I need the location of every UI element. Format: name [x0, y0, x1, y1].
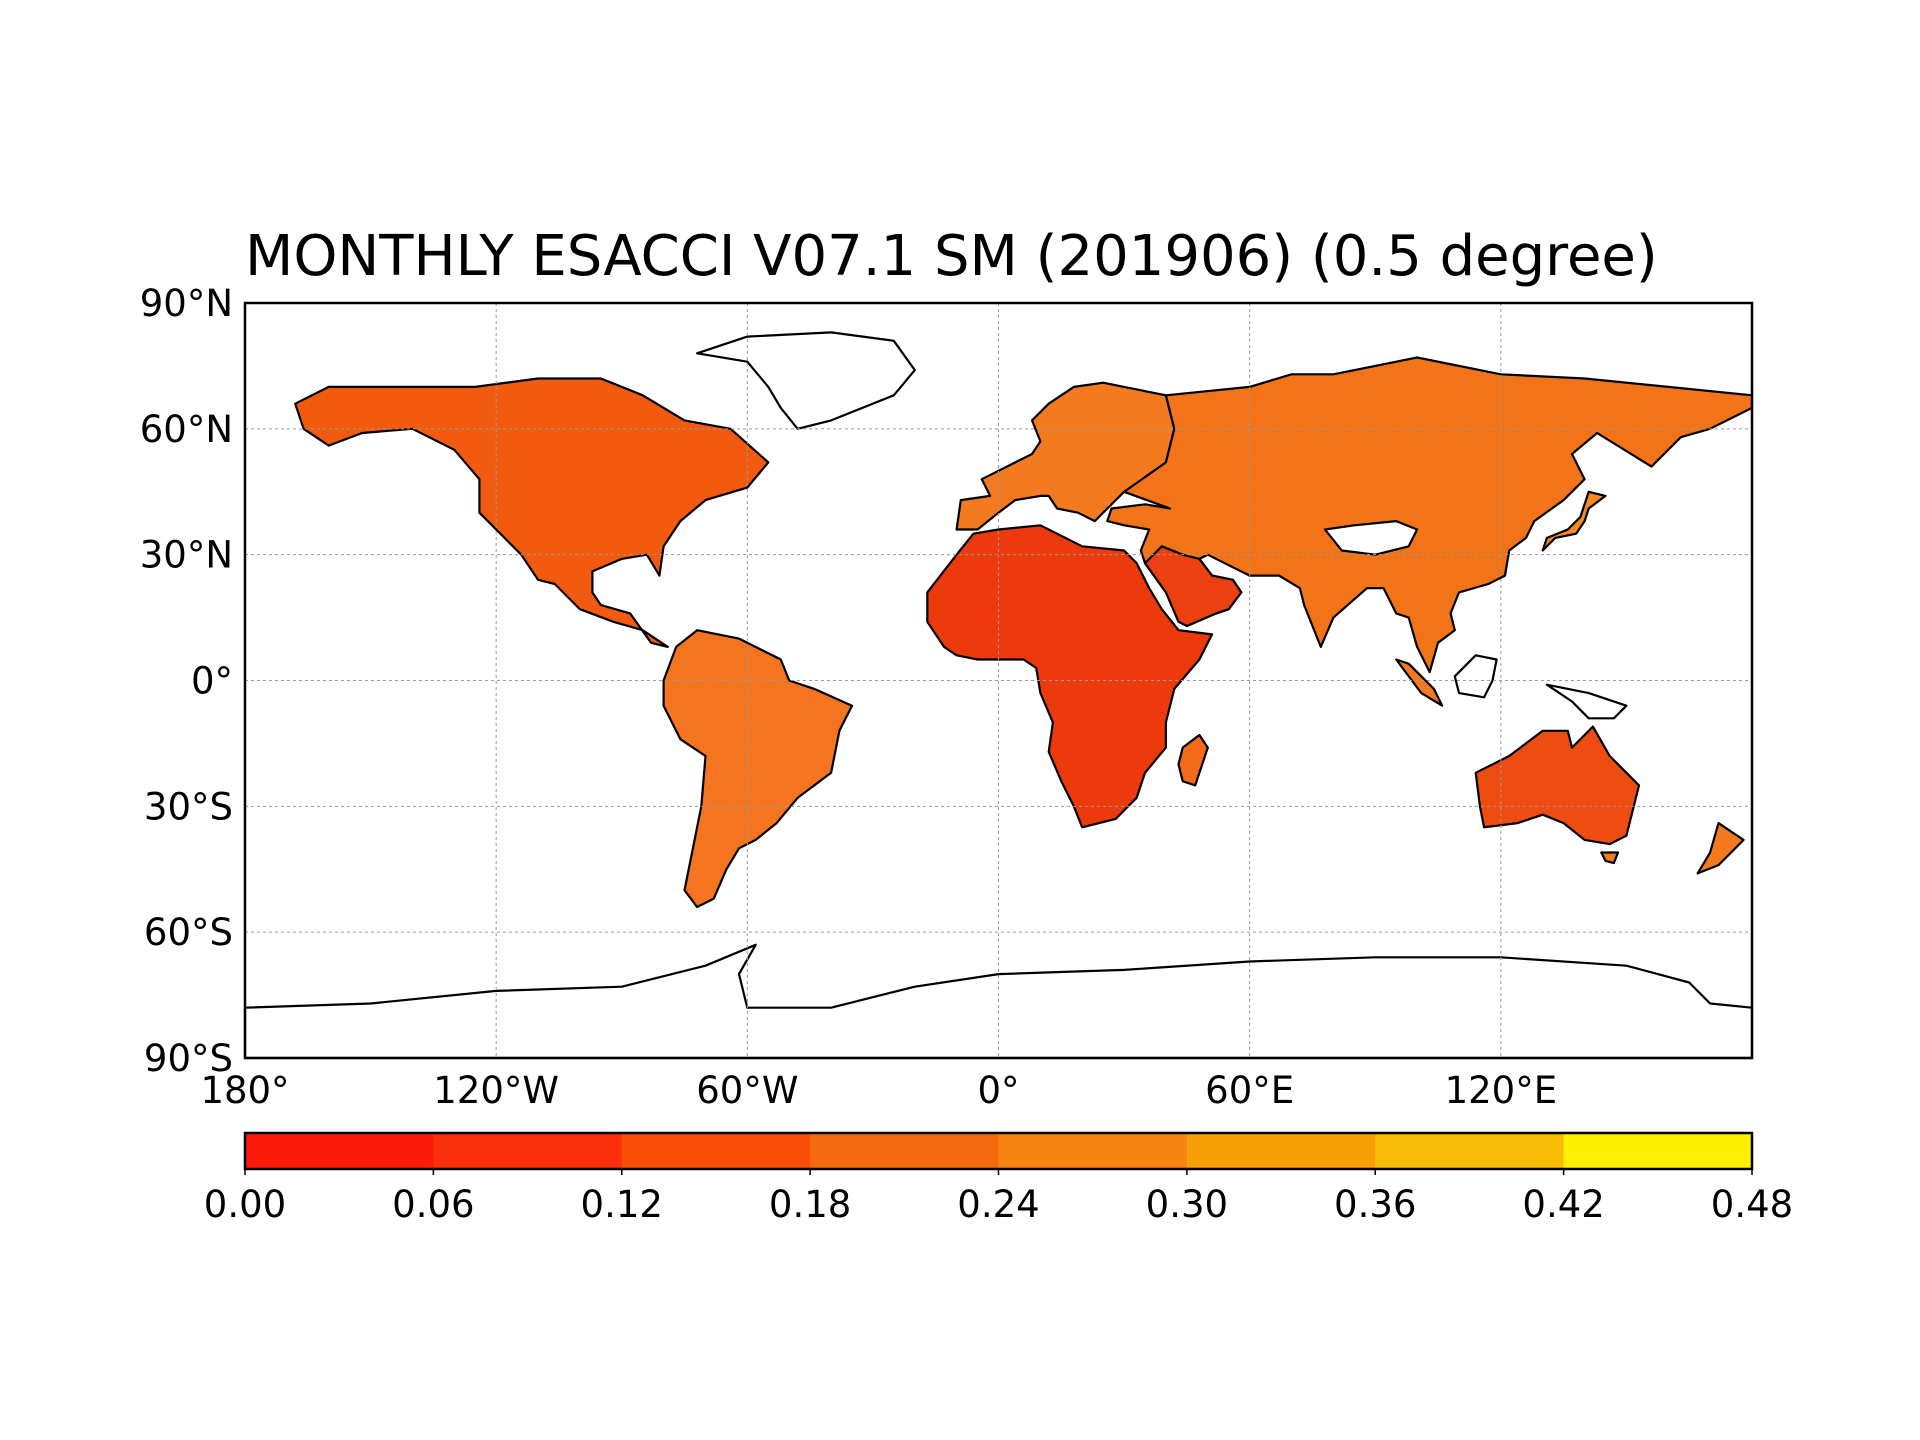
lat-tick-label: 30°S [144, 785, 233, 828]
colorbar-swatch [1563, 1133, 1753, 1169]
longitude-axis: 180° 120°W 60°W 0° 60°E 120°E [200, 1069, 1557, 1112]
latitude-axis: 90°N 60°N 30°N 0° 30°S 60°S 90°S [140, 282, 233, 1080]
land-africa [926, 524, 1214, 829]
colorbar-swatch [621, 1133, 811, 1169]
land-tasmania [1600, 851, 1620, 865]
lon-tick-label: 60°E [1205, 1069, 1294, 1112]
lat-tick-label: 60°N [140, 408, 233, 451]
colorbar: 0.00 0.06 0.12 0.18 0.24 0.30 0.36 0.42 0.48 [204, 1131, 1793, 1226]
land-borneo [1453, 654, 1498, 699]
land-tibetan-plateau [1323, 519, 1419, 556]
colorbar-tick-label: 0.36 [1334, 1183, 1416, 1226]
lon-tick-label: 180° [200, 1069, 289, 1112]
lat-tick-label: 30°N [140, 534, 233, 577]
land-sumatra [1395, 658, 1444, 707]
land-madagascar [1177, 733, 1209, 787]
land-japan [1541, 490, 1607, 552]
land-new-guinea [1545, 683, 1628, 720]
colorbar-swatch [433, 1133, 623, 1169]
lon-tick-label: 0° [977, 1069, 1019, 1112]
colorbar-tick-label: 0.00 [204, 1183, 286, 1226]
lon-tick-label: 120°E [1445, 1069, 1558, 1112]
colorbar-tick-label: 0.30 [1146, 1183, 1228, 1226]
colorbar-swatch [1375, 1133, 1565, 1169]
map-area [243, 301, 1754, 1060]
colorbar-tick-label: 0.06 [392, 1183, 474, 1226]
colorbar-swatch [810, 1133, 999, 1169]
lat-tick-label: 90°S [144, 1037, 233, 1080]
land-australia [1474, 725, 1641, 846]
colorbar-swatch [245, 1133, 434, 1169]
lat-tick-label: 0° [191, 660, 233, 703]
colorbar-tick-label: 0.24 [957, 1183, 1039, 1226]
land-greenland [695, 331, 916, 430]
lat-tick-label: 90°N [140, 282, 233, 325]
colorbar-tick-label: 0.42 [1522, 1183, 1604, 1226]
map-title: MONTHLY ESACCI V07.1 SM (201906) (0.5 de… [245, 224, 1658, 289]
land-north-america [294, 377, 770, 649]
lon-tick-label: 120°W [433, 1069, 559, 1112]
colorbar-tick-label: 0.48 [1711, 1183, 1793, 1226]
lat-tick-label: 60°S [144, 911, 233, 954]
colorbar-swatch [998, 1133, 1188, 1169]
lon-tick-label: 60°W [696, 1069, 798, 1112]
colorbar-tick-labels: 0.00 0.06 0.12 0.18 0.24 0.30 0.36 0.42 0.48 [204, 1169, 1793, 1226]
colorbar-swatch [1186, 1133, 1376, 1169]
land-new-zealand [1696, 821, 1745, 875]
colorbar-tick-label: 0.18 [769, 1183, 851, 1226]
colorbar-swatches [245, 1133, 1753, 1169]
map-frame [243, 301, 1754, 1060]
colorbar-tick-label: 0.12 [581, 1183, 663, 1226]
